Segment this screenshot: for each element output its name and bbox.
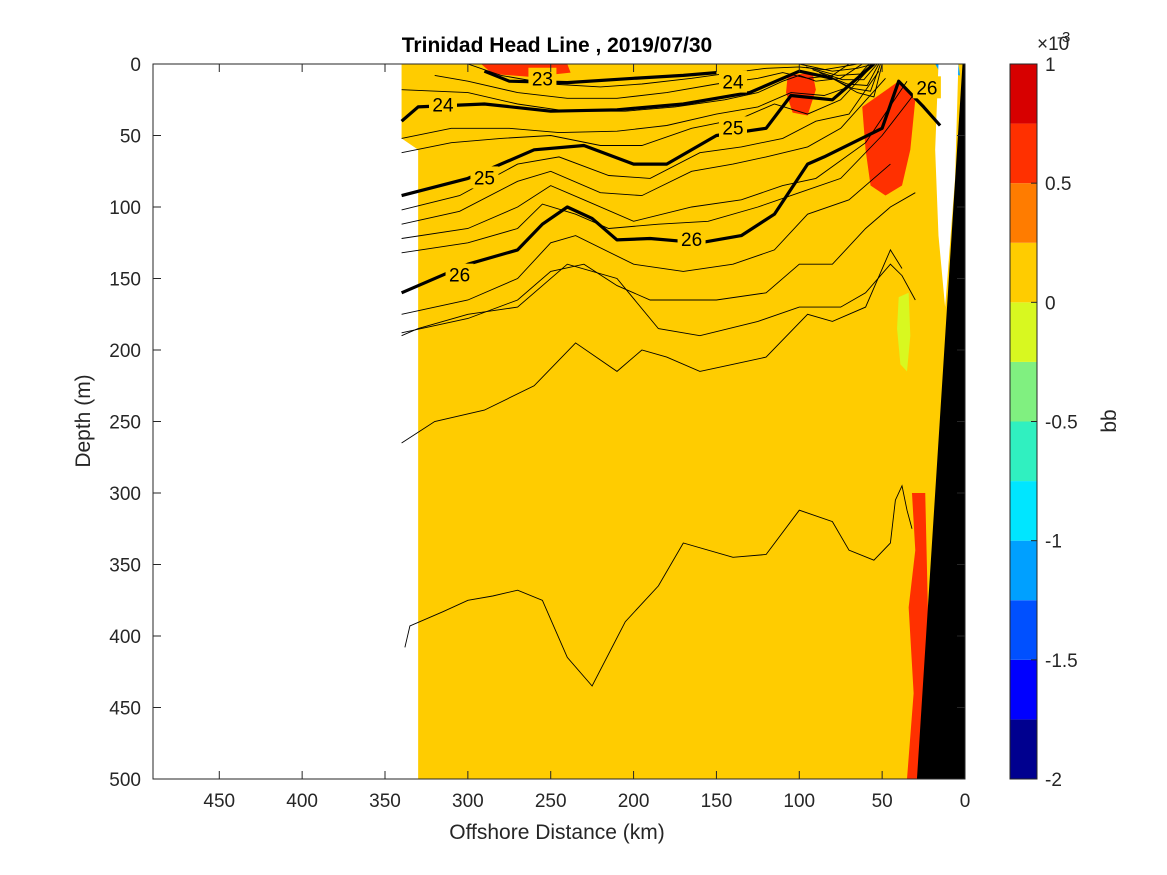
thin-contour: [401, 92, 916, 254]
colorbar-segment: [1010, 421, 1037, 482]
y-tick-label: 400: [109, 627, 141, 648]
y-tick-label: 450: [109, 699, 141, 720]
bold-contour-25: [401, 64, 875, 198]
colorbar-tick-label: 0: [1045, 293, 1056, 314]
field-patch: [897, 292, 911, 372]
land-mask-shape: [916, 64, 965, 779]
x-tick-label: 300: [452, 791, 484, 812]
y-tick-label: 300: [109, 484, 141, 505]
colorbar-tick-label: -1.5: [1045, 651, 1078, 672]
x-tick-label: 0: [960, 791, 971, 812]
thin-contour: [401, 163, 891, 315]
thin-contour: [401, 192, 916, 334]
x-tick-label: 100: [783, 791, 815, 812]
y-tick-label: 0: [130, 55, 141, 76]
x-tick-label: 450: [203, 791, 235, 812]
thin-contour: [401, 248, 903, 444]
contour-label: 24: [432, 95, 454, 116]
colorbar-segment: [1010, 719, 1037, 779]
x-tick-label: 50: [872, 791, 893, 812]
y-tick-label: 200: [109, 341, 141, 362]
x-axis: 450 400 350 300 250 200 150 100 50 0: [203, 64, 970, 812]
y-tick-label: 100: [109, 198, 141, 219]
y-tick-label: 150: [109, 270, 141, 291]
colorbar-label: bb: [1098, 409, 1121, 432]
density-contour-lines: 23 24 24 25 25 26 26 26: [400, 64, 942, 687]
colorbar-tick-label: 0.5: [1045, 174, 1071, 195]
x-tick-label: 400: [286, 791, 318, 812]
contour-label: 25: [722, 118, 743, 139]
colorbar-segment: [1010, 481, 1037, 541]
y-axis: 0 50 100 150 200 250 300 350 400 450 500: [109, 55, 965, 791]
colorbar-segment: [1010, 64, 1037, 124]
colorbar-tick-label: -1: [1045, 532, 1062, 553]
colorbar-exponent: -3: [1057, 29, 1070, 46]
thin-contour: [832, 64, 883, 98]
contour-label: 26: [681, 230, 702, 251]
colorbar: 1 0.5 0 -0.5 -1 -1.5 -2: [1009, 55, 1078, 791]
colorbar-tick-label: 1: [1045, 55, 1056, 76]
colorbar-tick-label: -0.5: [1045, 413, 1078, 434]
contour-label-bg: [528, 67, 557, 90]
y-tick-label: 500: [109, 770, 141, 791]
thin-contour: [401, 64, 863, 112]
colorbar-tick-label: -2: [1045, 770, 1062, 791]
y-tick-label: 250: [109, 413, 141, 434]
contour-label-bg: [912, 76, 941, 99]
bold-contour-23: [483, 69, 717, 85]
field-patch: [786, 72, 816, 116]
colorbar-segment: [1010, 123, 1037, 184]
x-axis-label: Offshore Distance (km): [449, 821, 665, 844]
colorbar-segment: [1010, 361, 1037, 422]
contour-label-bg: [445, 263, 474, 286]
x-tick-label: 350: [369, 791, 401, 812]
y-tick-label: 350: [109, 556, 141, 577]
thin-contour: [401, 80, 908, 239]
colorbar-segment: [1010, 302, 1037, 362]
thin-contour: [812, 64, 878, 81]
colorbar-segment: [1010, 600, 1037, 660]
colorbar-segment: [1010, 540, 1037, 601]
contour-label-bg: [470, 166, 499, 189]
chart-title: Trinidad Head Line , 2019/07/30: [402, 34, 712, 57]
contour-label-bg: [719, 70, 747, 93]
thin-contour: [401, 64, 870, 139]
thin-contour: [799, 64, 875, 72]
contour-label: 23: [532, 70, 553, 91]
colorbar-segment: [1010, 659, 1037, 720]
contour-label-bg: [429, 93, 457, 116]
thin-contour: [401, 64, 875, 154]
no-data-wedge: [935, 64, 959, 308]
x-tick-label: 250: [535, 791, 567, 812]
x-tick-label: 150: [701, 791, 733, 812]
y-tick-label: 50: [120, 127, 141, 148]
contour-label-bg: [677, 227, 706, 250]
contour-label: 24: [722, 73, 744, 94]
colorbar-multiplier: ×10: [1037, 34, 1069, 55]
colorbar-segment: [1010, 242, 1037, 303]
thin-contour: [434, 64, 850, 99]
x-tick-label: 200: [618, 791, 650, 812]
thin-contour: [404, 484, 913, 687]
contour-label: 25: [474, 168, 495, 189]
thin-contour: [401, 263, 916, 337]
colorbar-segment: [1010, 183, 1037, 243]
thin-contour: [401, 70, 880, 211]
contour-label: 26: [449, 266, 470, 287]
contour-label: 26: [916, 78, 937, 99]
thin-contour: [401, 77, 886, 225]
contour-label-bg: [719, 116, 747, 139]
land-mask: [916, 64, 965, 779]
y-axis-label: Depth (m): [72, 374, 95, 467]
